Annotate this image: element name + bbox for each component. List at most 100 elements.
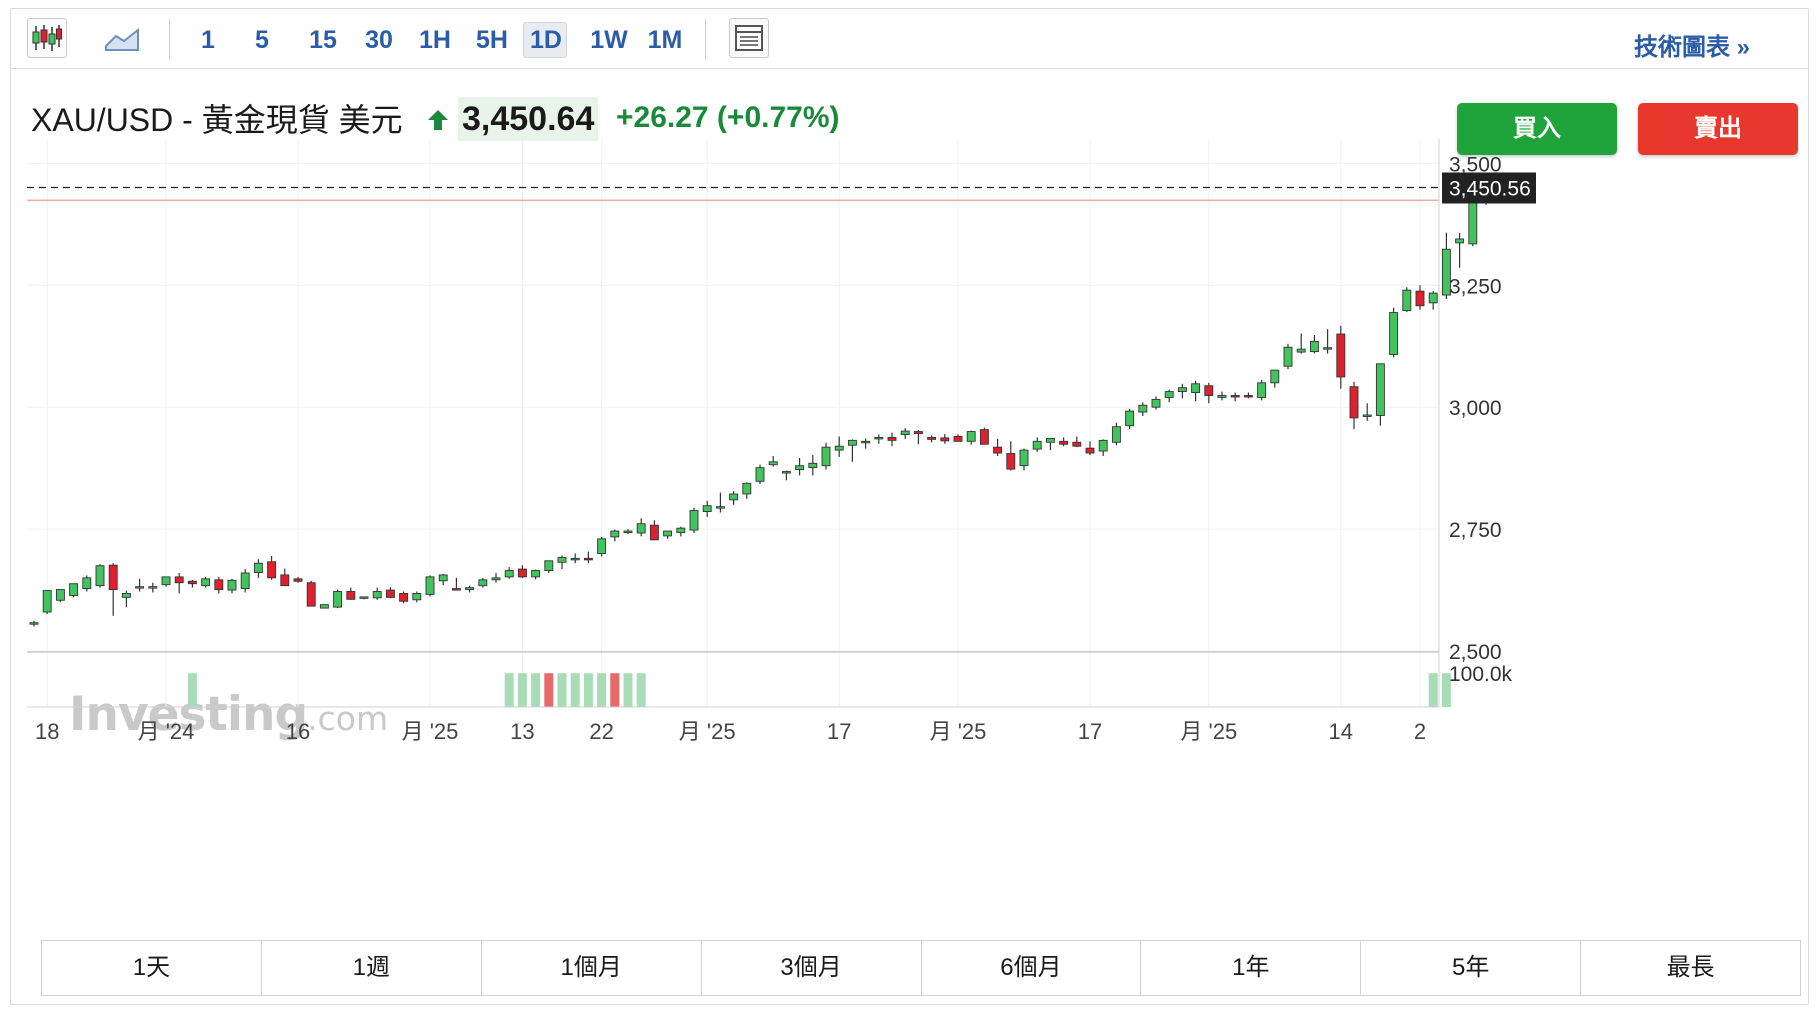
timeframe-1m[interactable]: 1M	[647, 26, 683, 54]
range-5y[interactable]: 5年	[1361, 941, 1582, 995]
candle-body	[1032, 440, 1042, 450]
range-1m[interactable]: 1個月	[482, 941, 702, 995]
candle-body	[1283, 346, 1293, 367]
volume-bars	[187, 673, 1451, 707]
candle-body	[293, 578, 303, 582]
candle-body	[834, 445, 844, 451]
candle	[689, 507, 699, 533]
candle-body	[1191, 383, 1201, 394]
timeframe-5h[interactable]: 5H	[476, 26, 508, 54]
volume-bar	[187, 673, 197, 707]
timeframe-30[interactable]: 30	[365, 26, 393, 54]
candle	[649, 520, 659, 541]
candle	[385, 587, 395, 599]
layout-icon[interactable]	[729, 18, 769, 58]
candle	[1296, 333, 1306, 354]
candle	[1045, 437, 1055, 451]
candle	[742, 482, 752, 499]
x-tick-label: 月 '25	[930, 719, 987, 744]
candle	[1164, 389, 1174, 403]
candle	[201, 576, 211, 588]
reference-lines	[27, 186, 1439, 201]
candle	[531, 569, 541, 580]
candle	[993, 438, 1003, 456]
candle	[953, 434, 963, 442]
timeframe-1[interactable]: 1	[201, 26, 215, 54]
candle-body	[1138, 404, 1148, 413]
buy-button[interactable]: 買入	[1457, 103, 1617, 155]
candle-body	[874, 436, 884, 440]
candle	[1270, 369, 1280, 388]
candle-body	[887, 436, 897, 441]
candle	[1402, 287, 1412, 313]
candle-body	[1349, 386, 1359, 419]
area-chart-icon[interactable]	[103, 18, 143, 58]
candle-body	[715, 506, 725, 509]
investing-logo: Investing.com	[69, 687, 388, 742]
candle	[293, 576, 303, 583]
toolbar-separator	[705, 19, 706, 59]
candle-body	[795, 465, 805, 471]
candle-body	[55, 589, 65, 601]
range-3m[interactable]: 3個月	[702, 941, 922, 995]
y-tick-label: 3,000	[1449, 397, 1502, 420]
candle	[412, 591, 422, 603]
candle	[1375, 363, 1385, 426]
timeframe-15[interactable]: 15	[309, 26, 337, 54]
candle	[1032, 437, 1042, 453]
volume-bar	[623, 673, 633, 707]
candle	[887, 432, 897, 447]
range-selector: 1天 1週 1個月 3個月 6個月 1年 5年 最長	[41, 940, 1801, 996]
range-1y[interactable]: 1年	[1141, 941, 1362, 995]
candle	[781, 470, 791, 481]
candle-body	[913, 431, 923, 434]
candle-body	[531, 570, 541, 578]
technical-chart-link[interactable]: 技術圖表 »	[1633, 34, 1750, 61]
candle-body	[900, 430, 910, 435]
timeframe-1d[interactable]: 1D	[523, 22, 567, 58]
candle-body	[597, 538, 607, 554]
candle	[306, 580, 316, 607]
volume-bar	[517, 673, 527, 707]
candle-body	[121, 593, 131, 598]
candle-body	[319, 604, 329, 609]
candle	[597, 536, 607, 557]
volume-bar	[610, 673, 620, 707]
candle-body	[689, 510, 699, 531]
candle-body	[1296, 348, 1306, 353]
candle	[663, 530, 673, 539]
candle-body	[742, 482, 752, 495]
range-6m[interactable]: 6個月	[922, 941, 1142, 995]
candle-body	[649, 524, 659, 541]
candle	[438, 573, 448, 586]
sell-button[interactable]: 賣出	[1638, 103, 1798, 155]
candle	[1283, 343, 1293, 370]
candle-body	[42, 590, 52, 613]
candle	[715, 492, 725, 513]
logo-suffix: .com	[307, 699, 389, 738]
range-max[interactable]: 最長	[1666, 954, 1715, 981]
timeframe-1h[interactable]: 1H	[419, 26, 451, 54]
current-price-label: 3,450.56	[1449, 177, 1531, 200]
candle-body	[359, 596, 369, 599]
y-tick-label: 2,500	[1449, 641, 1502, 664]
candle-body	[108, 564, 118, 591]
chart-toolbar: 1 5 15 30 1H 5H 1D 1W 1M 技術圖表 »	[11, 9, 1808, 69]
x-tick-label: 月 '25	[402, 719, 459, 744]
candle-body	[861, 440, 871, 444]
timeframe-1w[interactable]: 1W	[590, 26, 628, 54]
candlestick-chart-icon[interactable]	[27, 18, 67, 58]
x-tick-label: 17	[1078, 719, 1102, 744]
range-1w[interactable]: 1週	[262, 941, 482, 995]
y-tick-label: 3,250	[1449, 275, 1502, 298]
candle	[1309, 335, 1319, 354]
candles	[29, 185, 1491, 627]
range-1d[interactable]: 1天	[42, 941, 262, 995]
candle	[874, 434, 884, 444]
candle-body	[768, 461, 778, 466]
timeframe-5[interactable]: 5	[255, 26, 269, 54]
candle	[1336, 325, 1346, 389]
candle-body	[1428, 292, 1438, 304]
candle	[108, 563, 118, 616]
